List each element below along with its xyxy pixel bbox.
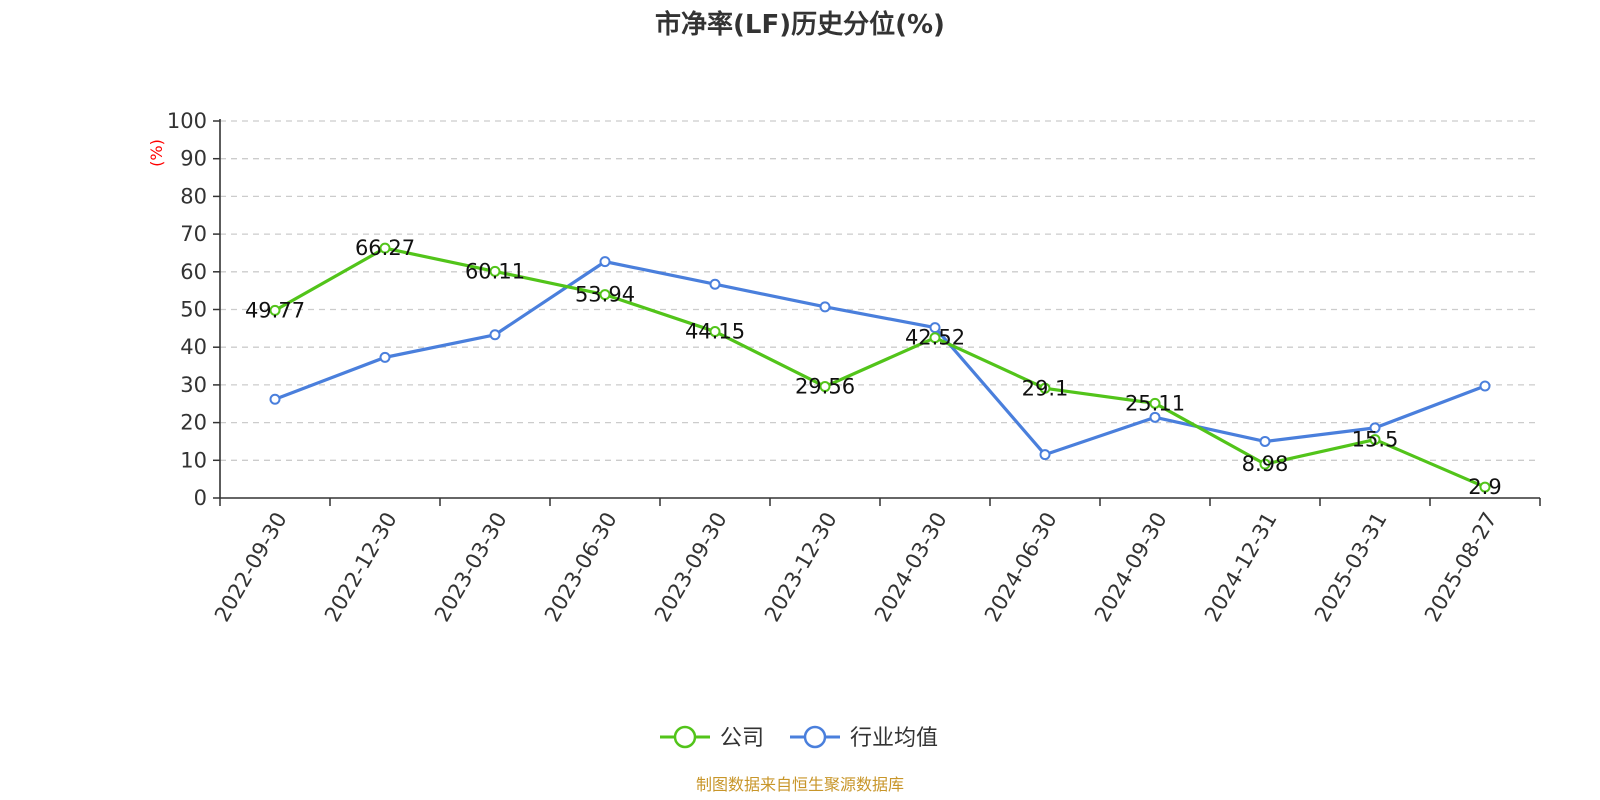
data-point[interactable] (709, 278, 721, 290)
y-tick-label: 50 (180, 298, 207, 322)
data-point[interactable] (1479, 380, 1491, 392)
data-point[interactable] (929, 332, 941, 344)
data-point[interactable] (1259, 458, 1271, 470)
legend[interactable]: 公司 行业均值 (660, 725, 938, 751)
y-tick-label: 0 (194, 486, 207, 510)
data-point[interactable] (819, 381, 831, 393)
x-tick-label: 2024-03-30 (870, 508, 952, 626)
legend-swatch-marker (673, 725, 697, 749)
data-label: 2.9 (1468, 475, 1501, 499)
axes: 0 10 20 30 40 50 60 70 80 90 100 2022-09-30 2022-12-… (167, 109, 1541, 626)
x-tick-label: 2023-06-30 (540, 508, 622, 626)
y-tick-label: 20 (180, 411, 207, 435)
y-tick-label: 60 (180, 260, 207, 284)
legend-label: 行业均值 (850, 726, 938, 751)
x-tick-label: 2024-09-30 (1090, 508, 1172, 626)
data-labels: 49.77 66.27 60.11 53.94 44.15 29.56 42.52 29.1 2… (245, 236, 1502, 499)
y-axis-unit: (%) (147, 139, 166, 167)
x-tick-label: 2025-08-27 (1420, 508, 1502, 626)
data-label: 66.27 (355, 236, 415, 260)
x-tick-label: 2022-09-30 (210, 508, 292, 626)
y-tick-label: 30 (180, 373, 207, 397)
chart-title: 市净率(LF)历史分位(%) (655, 9, 945, 40)
data-point[interactable] (1369, 434, 1381, 446)
data-point[interactable] (599, 289, 611, 301)
y-tick-label: 80 (180, 184, 207, 208)
x-tick-label: 2023-09-30 (650, 508, 732, 626)
legend-item[interactable]: 公司 (660, 725, 764, 751)
data-point[interactable] (599, 256, 611, 268)
data-point[interactable] (1039, 382, 1051, 394)
data-label: 53.94 (575, 283, 635, 307)
grid (220, 120, 1540, 461)
x-tick-label: 2024-12-31 (1200, 508, 1282, 626)
series-line (274, 246, 1486, 489)
x-tick-label: 2024-06-30 (980, 508, 1062, 626)
data-point[interactable] (1259, 435, 1271, 447)
data-label: 8.98 (1242, 452, 1289, 476)
data-point[interactable] (379, 242, 391, 254)
data-label: 29.1 (1022, 376, 1069, 400)
source-note: 制图数据来自恒生聚源数据库 (696, 775, 904, 794)
data-point[interactable] (819, 301, 831, 313)
data-point[interactable] (1479, 481, 1491, 493)
data-label: 60.11 (465, 259, 525, 283)
data-point[interactable] (1149, 397, 1161, 409)
y-tick-label: 70 (180, 222, 207, 246)
data-point[interactable] (489, 265, 501, 277)
data-label: 25.11 (1125, 391, 1185, 415)
data-point[interactable] (489, 329, 501, 341)
x-tick-label: 2022-12-30 (320, 508, 402, 626)
x-tick-label: 2025-03-31 (1310, 508, 1392, 626)
data-label: 49.77 (245, 298, 305, 322)
data-label: 42.52 (905, 326, 965, 350)
y-tick-label: 40 (180, 335, 207, 359)
data-point[interactable] (1149, 411, 1161, 423)
data-label: 15.5 (1352, 428, 1399, 452)
legend-label: 公司 (720, 726, 764, 751)
data-point[interactable] (929, 322, 941, 334)
legend-swatch-marker (803, 725, 827, 749)
data-point[interactable] (269, 393, 281, 405)
y-tick-label: 100 (167, 109, 207, 133)
series (269, 242, 1491, 493)
x-tick-label: 2023-12-30 (760, 508, 842, 626)
data-point[interactable] (1039, 449, 1051, 461)
y-tick-label: 10 (180, 448, 207, 472)
data-point[interactable] (269, 304, 281, 316)
data-label: 44.15 (685, 320, 745, 344)
data-point[interactable] (379, 351, 391, 363)
legend-item[interactable]: 行业均值 (790, 725, 938, 751)
x-tick-label: 2023-03-30 (430, 508, 512, 626)
data-label: 29.56 (795, 375, 855, 399)
series-line (274, 260, 1486, 457)
y-tick-label: 90 (180, 147, 207, 171)
data-point[interactable] (1369, 422, 1381, 434)
data-point[interactable] (709, 326, 721, 338)
